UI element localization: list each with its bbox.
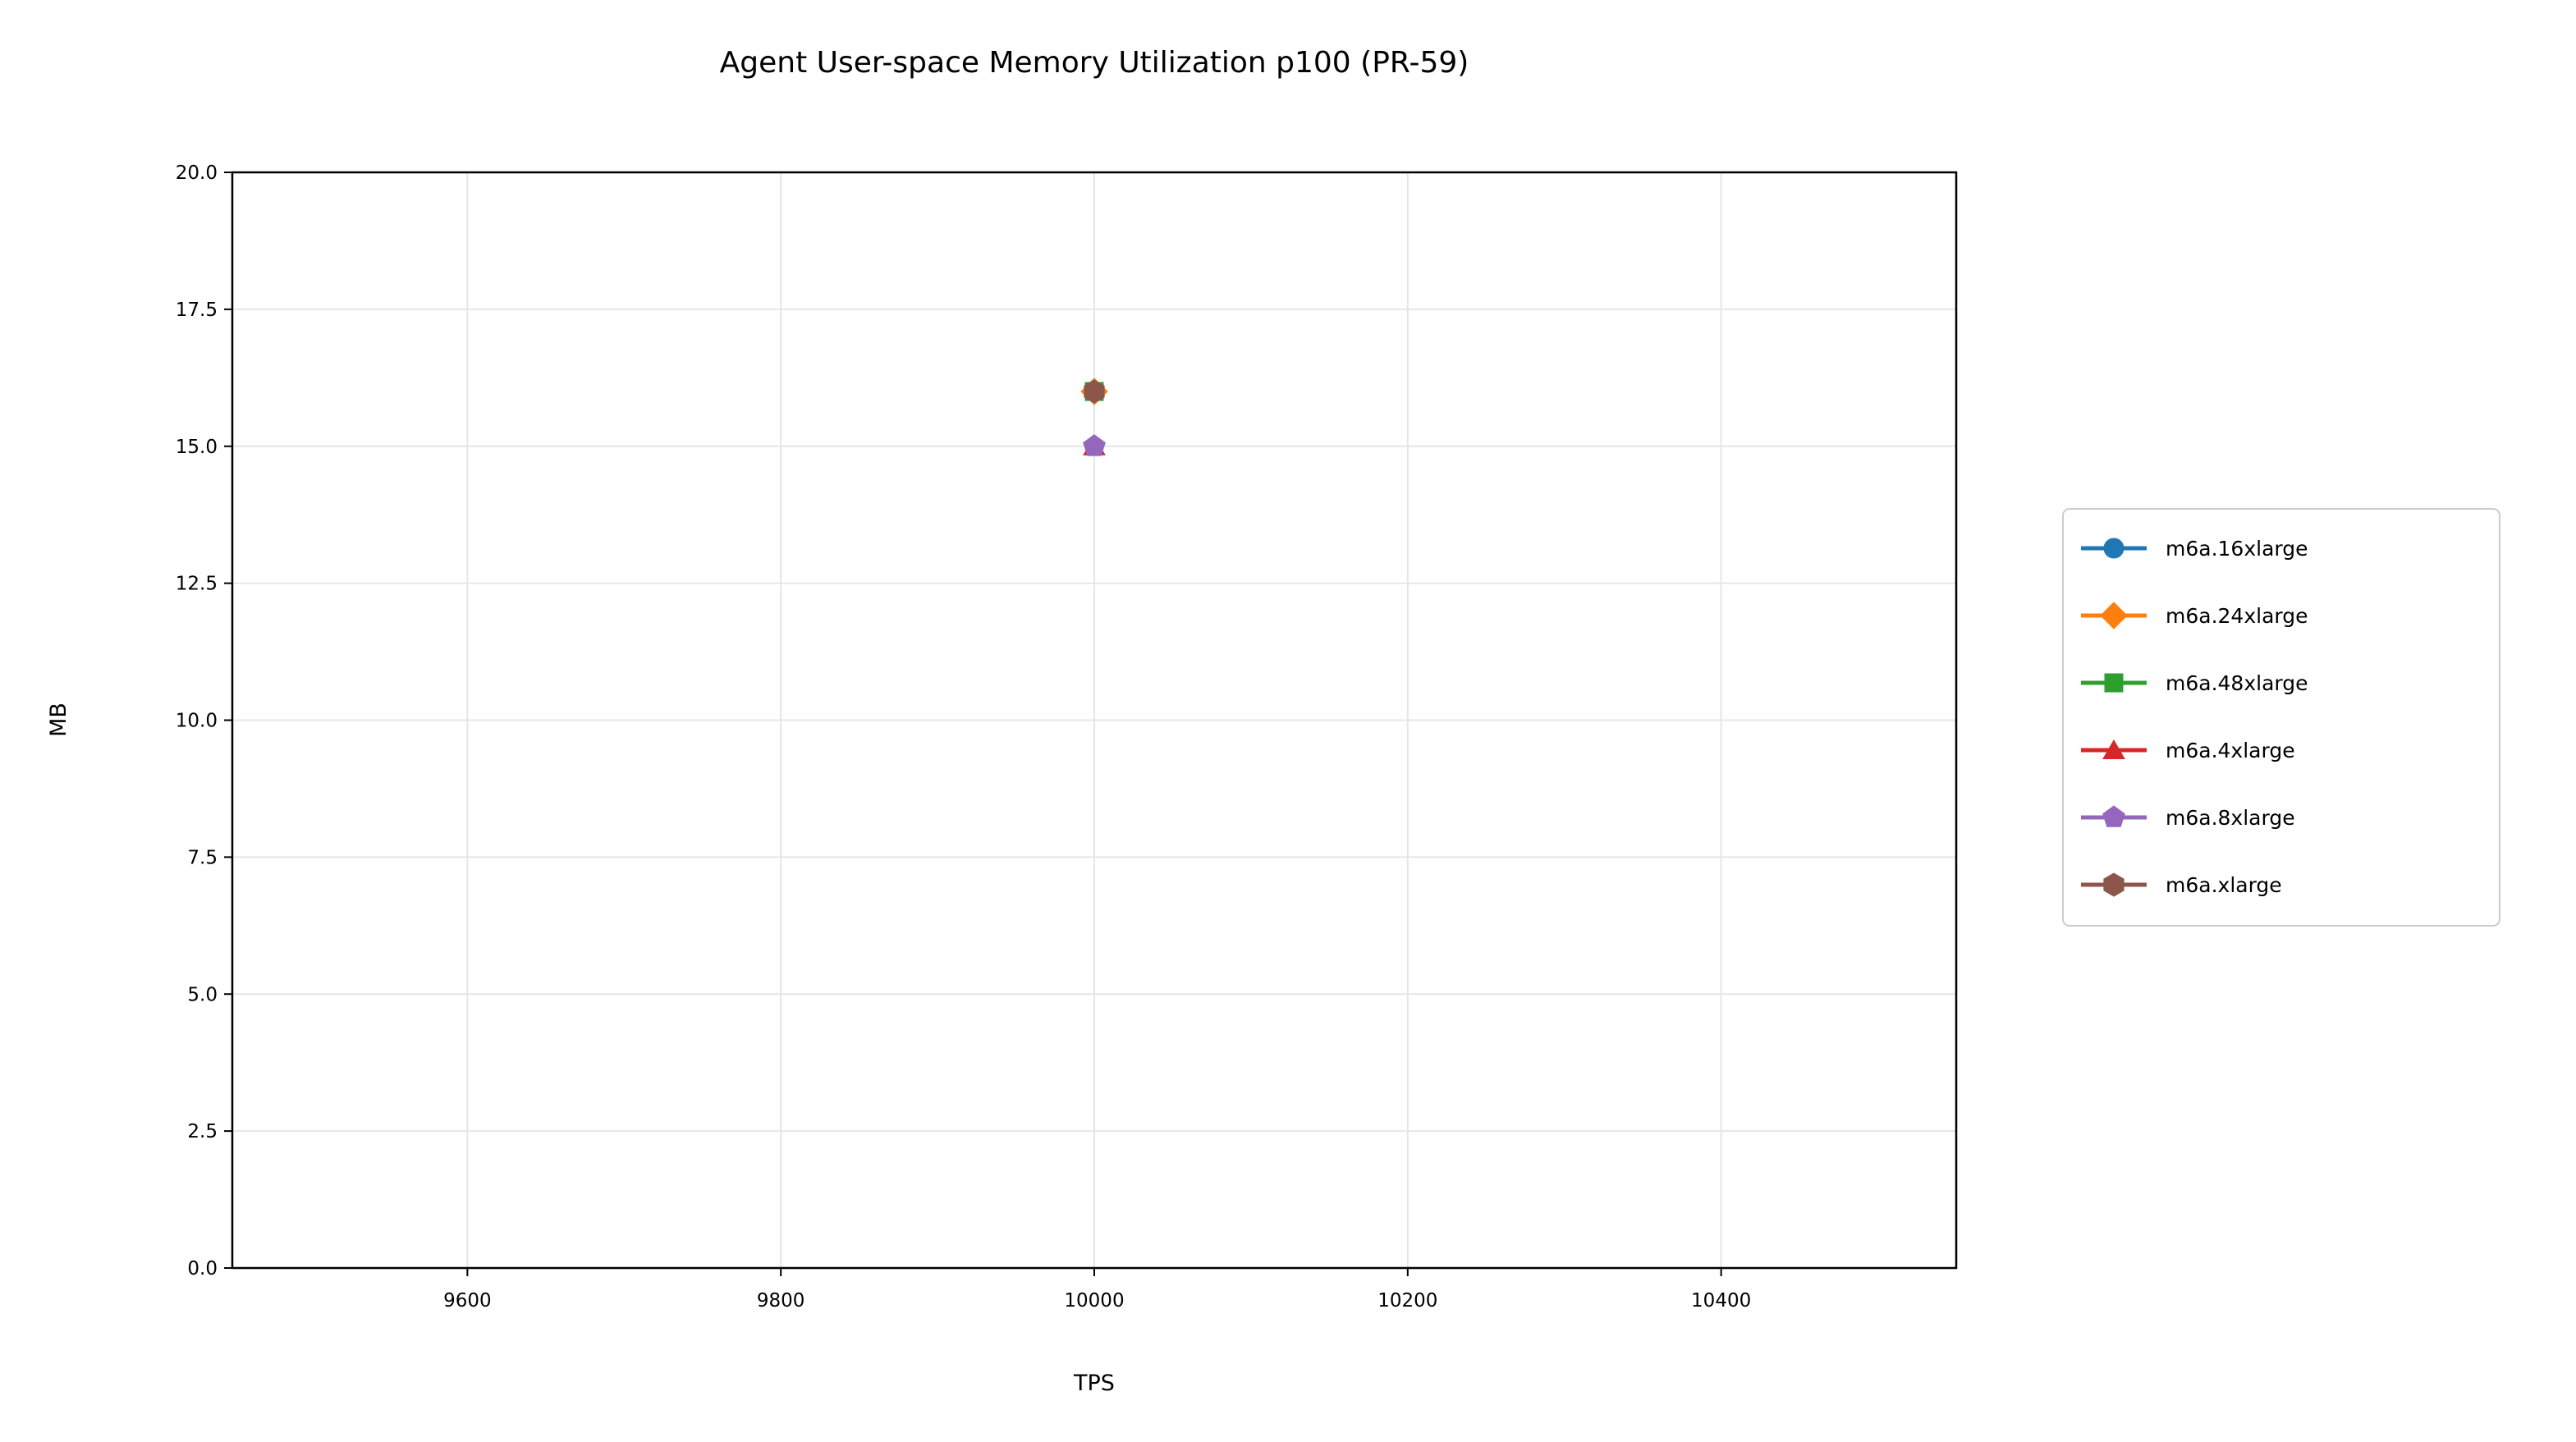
legend-marker [2103, 872, 2125, 897]
y-tick-label: 2.5 [187, 1121, 218, 1142]
x-axis-label: TPS [1073, 1371, 1115, 1396]
legend: m6a.16xlarge m6a.24xlarge m6a.48xlarge m6a.… [2062, 508, 2500, 927]
legend-box [2062, 508, 2500, 927]
data-points [1080, 378, 1108, 456]
y-tick-label: 20.0 [176, 163, 218, 184]
legend-item: m6a.8xlarge [2081, 805, 2295, 830]
legend-label: m6a.xlarge [2166, 873, 2282, 897]
y-tick-label: 12.5 [176, 574, 218, 595]
y-tick-label: 17.5 [176, 300, 218, 321]
legend-marker [2100, 602, 2128, 629]
legend-label: m6a.24xlarge [2166, 604, 2308, 628]
legend-marker [2102, 739, 2125, 759]
legend-item: m6a.xlarge [2081, 872, 2282, 897]
legend-label: m6a.48xlarge [2166, 671, 2308, 695]
legend-item: m6a.16xlarge [2081, 537, 2308, 561]
x-tick-label: 10000 [1064, 1290, 1124, 1312]
series-m6a.xlarge [1084, 379, 1105, 404]
x-tick-label: 9600 [443, 1290, 492, 1312]
legend-item: m6a.24xlarge [2081, 602, 2308, 629]
series-m6a.8xlarge [1083, 434, 1106, 456]
legend-item: m6a.48xlarge [2081, 671, 2308, 695]
x-tick-label: 10400 [1691, 1290, 1751, 1312]
y-tick-label: 15.0 [176, 437, 218, 458]
y-tick-label: 7.5 [187, 847, 218, 868]
data-point [1084, 379, 1105, 404]
legend-marker [2102, 805, 2125, 827]
plot-frame [231, 171, 1958, 1270]
legend-marker [2104, 673, 2124, 693]
x-axis-ticks: 9600 9800 10000 10200 10400 [443, 1268, 1751, 1312]
y-axis-ticks: 0.0 2.5 5.0 7.5 10.0 12.5 15.0 17.5 20.0 [176, 163, 232, 1279]
data-point [1083, 434, 1106, 456]
legend-label: m6a.16xlarge [2166, 537, 2308, 561]
legend-marker [2103, 538, 2125, 559]
legend-label: m6a.4xlarge [2166, 739, 2295, 762]
x-tick-label: 10200 [1377, 1290, 1437, 1312]
x-tick-label: 9800 [757, 1290, 805, 1312]
y-axis-label: MB [46, 703, 71, 737]
y-tick-label: 5.0 [187, 984, 218, 1005]
legend-item: m6a.4xlarge [2081, 739, 2295, 762]
chart-title: Agent User-space Memory Utilization p100… [720, 46, 1469, 80]
legend-label: m6a.8xlarge [2166, 806, 2295, 830]
y-tick-label: 0.0 [187, 1258, 218, 1279]
y-tick-label: 10.0 [176, 711, 218, 732]
